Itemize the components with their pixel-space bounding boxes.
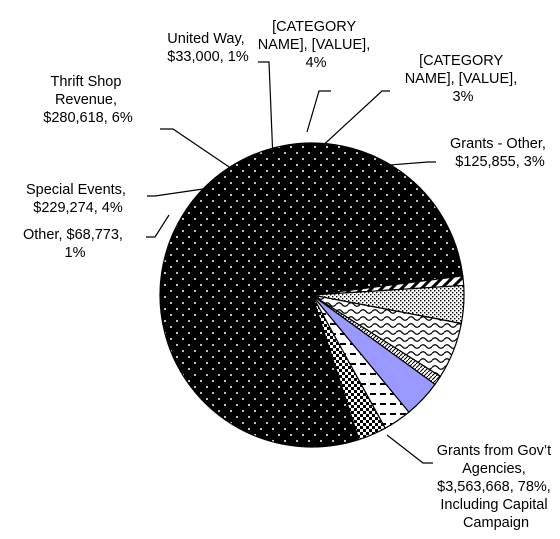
label-grants-other: Grants - Other, $125,855, 3% bbox=[450, 136, 550, 170]
leader-category-a bbox=[306, 90, 331, 133]
label-other: Other, $68,773, 1% bbox=[23, 227, 127, 261]
leader-special-events bbox=[147, 188, 204, 197]
pie-slice-grants-other bbox=[311, 294, 387, 441]
leader-grants-gov bbox=[386, 434, 433, 464]
label-grants-gov: Grants from Gov’t Agencies, $3,563,668, … bbox=[437, 443, 555, 531]
leader-other bbox=[146, 214, 170, 238]
label-special-events: Special Events, $229,274, 4% bbox=[26, 182, 130, 216]
leader-category-b bbox=[317, 90, 390, 151]
label-category-a: [CATEGORY NAME], [VALUE], 4% bbox=[258, 19, 375, 71]
label-category-b: [CATEGORY NAME], [VALUE], 3% bbox=[405, 53, 522, 105]
label-thrift-shop: Thrift Shop Revenue, $280,618, 6% bbox=[43, 74, 133, 126]
pie-slice-grants-gov bbox=[159, 142, 464, 448]
leader-grants-other bbox=[376, 161, 436, 167]
leader-thrift-shop bbox=[160, 128, 242, 176]
label-united-way: United Way, $33,000, 1% bbox=[167, 31, 249, 65]
leader-united-way bbox=[258, 61, 274, 161]
